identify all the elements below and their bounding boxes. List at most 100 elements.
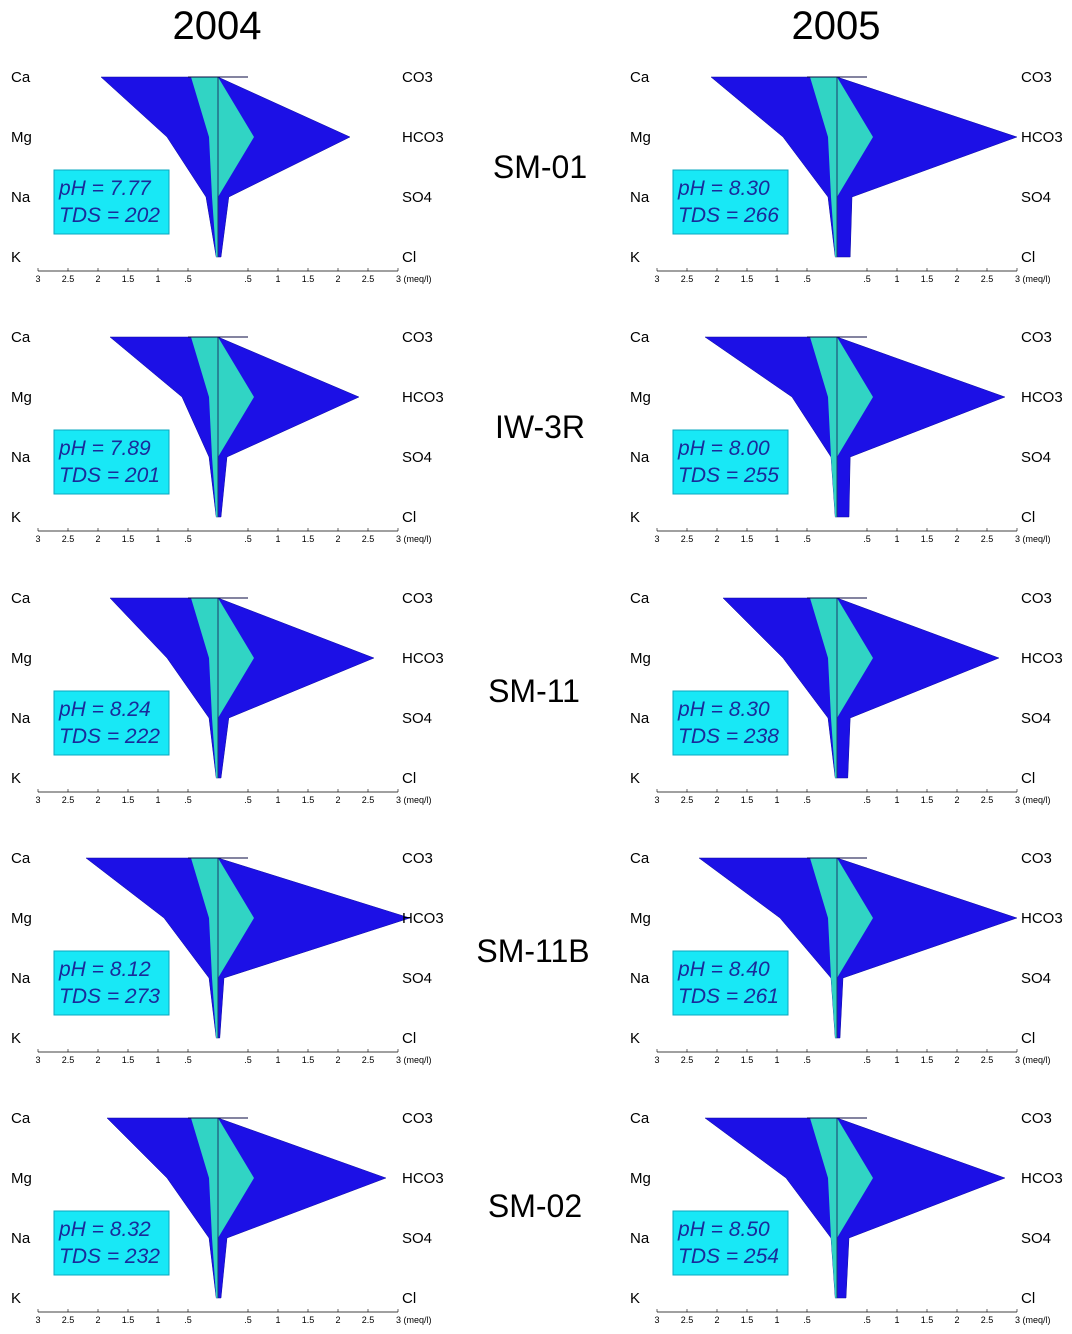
cation-label: K — [630, 509, 640, 526]
x-tick-label: 1 — [155, 1055, 160, 1065]
x-tick-label: 2.5 — [681, 534, 694, 544]
ph-value: pH = 8.24 — [58, 698, 151, 721]
x-tick-label: 3 — [35, 795, 40, 805]
anion-label: SO4 — [1021, 1230, 1051, 1247]
x-tick-label: .5 — [184, 795, 192, 805]
x-tick-label: 1 — [275, 274, 280, 284]
x-tick-label: .5 — [244, 1315, 252, 1325]
x-tick-label: 2.5 — [362, 534, 375, 544]
x-tick-label: .5 — [863, 1315, 871, 1325]
x-tick-label: 2.5 — [62, 795, 75, 805]
inner-ion-polygon — [810, 1118, 873, 1298]
x-tick-label: 1.5 — [302, 795, 315, 805]
cation-label: Mg — [630, 389, 651, 406]
x-tick-label: 1.5 — [921, 1315, 934, 1325]
anion-label: SO4 — [402, 449, 432, 466]
x-tick-label: 2.5 — [62, 274, 75, 284]
anion-label: CO3 — [402, 850, 433, 867]
anion-label: SO4 — [402, 189, 432, 206]
x-tick-label: 3 — [35, 1315, 40, 1325]
tds-value: TDS = 255 — [678, 464, 779, 487]
x-tick-label: 2 — [335, 534, 340, 544]
x-tick-label: 1 — [774, 534, 779, 544]
x-tick-label: 2.5 — [981, 534, 994, 544]
cation-label: Mg — [11, 1170, 32, 1187]
anion-label: Cl — [1021, 1030, 1035, 1047]
x-tick-label: 1 — [774, 795, 779, 805]
x-tick-label: 2 — [954, 1055, 959, 1065]
inner-ion-polygon — [191, 598, 254, 778]
anion-label: SO4 — [1021, 449, 1051, 466]
info-box — [53, 950, 170, 1016]
outer-ion-polygon — [106, 1117, 387, 1299]
x-tick-label: .5 — [244, 534, 252, 544]
cation-label: Na — [11, 970, 31, 987]
x-tick-label: 1.5 — [741, 1315, 754, 1325]
cation-label: K — [11, 249, 21, 266]
anion-label: Cl — [402, 1030, 416, 1047]
inner-ion-polygon — [191, 337, 254, 517]
x-tick-label: 1 — [275, 1315, 280, 1325]
x-tick-label: .5 — [863, 274, 871, 284]
cation-label: Mg — [11, 910, 32, 927]
x-tick-label: 1.5 — [741, 795, 754, 805]
x-tick-label: 1.5 — [122, 795, 135, 805]
x-tick-label: 3 (meq/l) — [396, 274, 432, 284]
x-tick-label: 1.5 — [122, 274, 135, 284]
x-tick-label: 1.5 — [122, 1055, 135, 1065]
x-tick-label: 3 (meq/l) — [396, 1055, 432, 1065]
x-tick-label: .5 — [244, 274, 252, 284]
info-box — [672, 429, 789, 495]
x-tick-label: 1 — [275, 534, 280, 544]
ph-value: pH = 7.89 — [58, 437, 151, 460]
cation-label: K — [11, 770, 21, 787]
ph-value: pH = 8.30 — [677, 698, 770, 721]
anion-label: CO3 — [402, 69, 433, 86]
tds-value: TDS = 273 — [59, 985, 160, 1008]
x-tick-label: 2 — [335, 1055, 340, 1065]
cation-label: Mg — [11, 650, 32, 667]
site-label: SM-11 — [488, 673, 580, 709]
x-tick-label: 1.5 — [302, 1055, 315, 1065]
cation-label: Na — [630, 1230, 650, 1247]
x-tick-label: 2.5 — [981, 1055, 994, 1065]
x-tick-label: 3 (meq/l) — [396, 1315, 432, 1325]
inner-ion-polygon — [810, 858, 873, 1038]
x-tick-label: .5 — [803, 534, 811, 544]
x-tick-label: .5 — [803, 1055, 811, 1065]
x-tick-label: 2.5 — [62, 1315, 75, 1325]
cation-label: Na — [11, 449, 31, 466]
info-box — [672, 690, 789, 756]
x-tick-label: 1 — [894, 795, 899, 805]
tds-value: TDS = 238 — [678, 725, 779, 748]
cation-label: Na — [11, 710, 31, 727]
x-tick-label: 1 — [894, 534, 899, 544]
x-tick-label: 1 — [275, 795, 280, 805]
anion-label: HCO3 — [1021, 1170, 1063, 1187]
x-tick-label: 2 — [954, 795, 959, 805]
anion-label: CO3 — [1021, 850, 1052, 867]
anion-label: Cl — [402, 249, 416, 266]
x-tick-label: 3 (meq/l) — [396, 795, 432, 805]
ph-value: pH = 8.32 — [58, 1218, 151, 1241]
x-tick-label: 2.5 — [981, 795, 994, 805]
x-tick-label: 3 — [35, 274, 40, 284]
x-tick-label: 2.5 — [362, 274, 375, 284]
anion-label: Cl — [1021, 249, 1035, 266]
x-tick-label: .5 — [863, 795, 871, 805]
cation-label: Ca — [11, 850, 31, 867]
x-tick-label: 2 — [714, 534, 719, 544]
x-tick-label: 1.5 — [302, 1315, 315, 1325]
anion-label: Cl — [402, 1290, 416, 1307]
x-tick-label: 2 — [95, 534, 100, 544]
anion-label: SO4 — [1021, 710, 1051, 727]
ph-value: pH = 8.40 — [677, 958, 770, 981]
tds-value: TDS = 261 — [678, 985, 779, 1008]
anion-label: Cl — [1021, 509, 1035, 526]
anion-label: CO3 — [402, 1110, 433, 1127]
x-tick-label: 2 — [954, 534, 959, 544]
x-tick-label: 3 — [654, 274, 659, 284]
x-tick-label: 1.5 — [122, 1315, 135, 1325]
x-tick-label: 3 (meq/l) — [1015, 534, 1051, 544]
